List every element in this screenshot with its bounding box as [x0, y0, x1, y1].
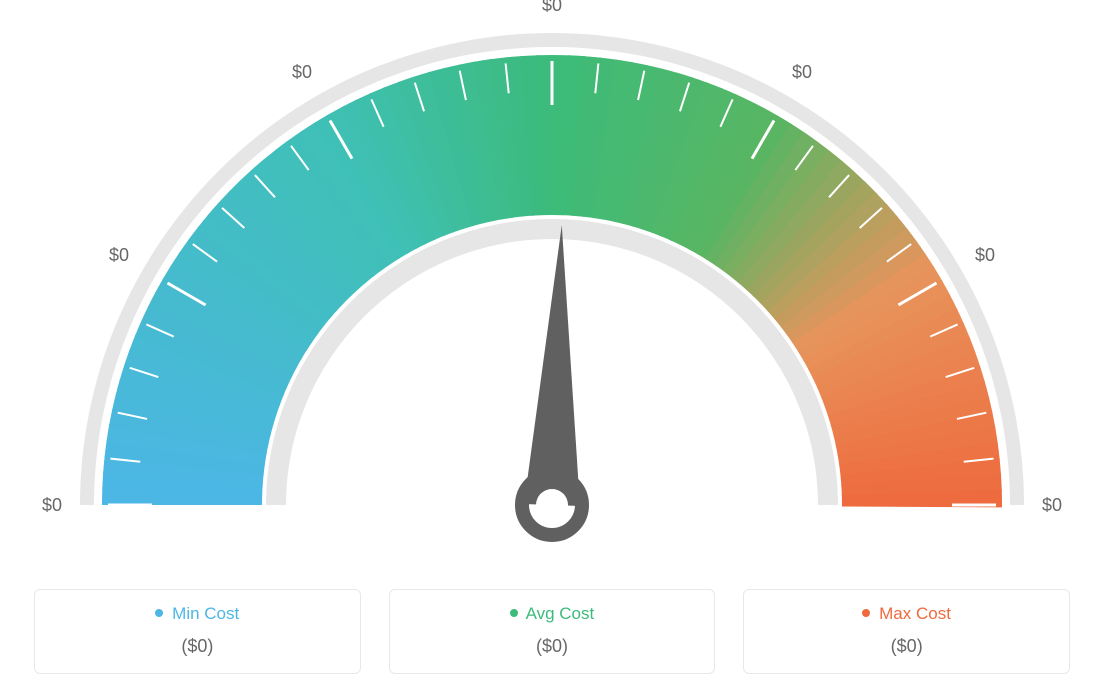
- legend-row: Min Cost ($0) Avg Cost ($0) Max Cost ($0…: [0, 589, 1104, 674]
- gauge-chart: $0 $0 $0 $0 $0 $0 $0: [0, 0, 1104, 560]
- legend-label-min: Min Cost: [172, 604, 239, 623]
- legend-title-max: Max Cost: [754, 604, 1059, 624]
- legend-value-max: ($0): [754, 636, 1059, 657]
- legend-dot-avg: [510, 609, 518, 617]
- svg-text:$0: $0: [109, 245, 129, 265]
- legend-title-avg: Avg Cost: [400, 604, 705, 624]
- legend-value-min: ($0): [45, 636, 350, 657]
- chart-container: $0 $0 $0 $0 $0 $0 $0 Min Cost ($0) Avg Cost ($…: [0, 0, 1104, 690]
- legend-dot-min: [155, 609, 163, 617]
- legend-card-max: Max Cost ($0): [743, 589, 1070, 674]
- legend-card-avg: Avg Cost ($0): [389, 589, 716, 674]
- svg-text:$0: $0: [292, 62, 312, 82]
- svg-text:$0: $0: [542, 0, 562, 15]
- legend-title-min: Min Cost: [45, 604, 350, 624]
- svg-text:$0: $0: [975, 245, 995, 265]
- legend-value-avg: ($0): [400, 636, 705, 657]
- legend-card-min: Min Cost ($0): [34, 589, 361, 674]
- legend-label-avg: Avg Cost: [526, 604, 595, 623]
- gauge-svg: $0 $0 $0 $0 $0 $0 $0: [0, 0, 1104, 560]
- svg-text:$0: $0: [1042, 495, 1062, 515]
- legend-label-max: Max Cost: [879, 604, 951, 623]
- svg-text:$0: $0: [42, 495, 62, 515]
- svg-text:$0: $0: [792, 62, 812, 82]
- legend-dot-max: [862, 609, 870, 617]
